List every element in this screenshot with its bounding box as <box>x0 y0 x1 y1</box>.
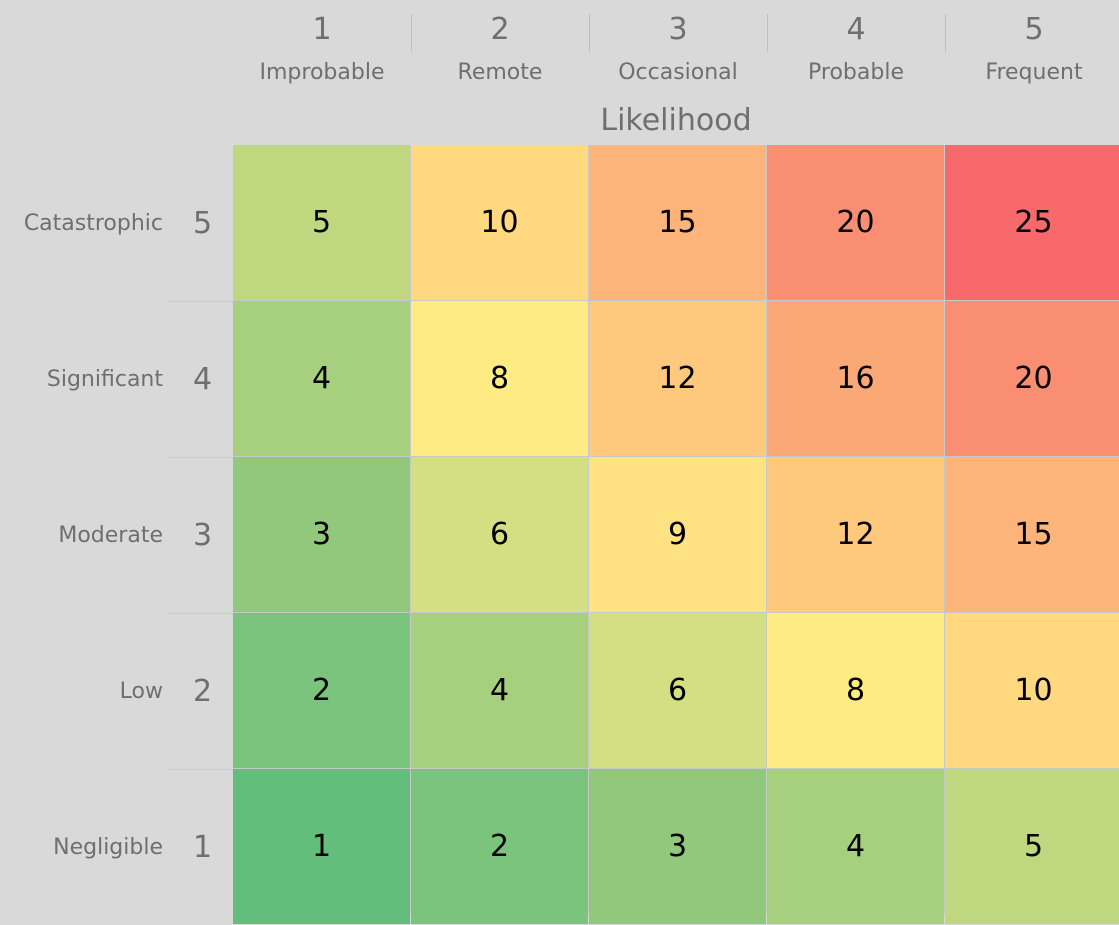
risk-cell: 10 <box>945 613 1119 768</box>
impact-level-2: Low 2 <box>0 613 233 769</box>
likelihood-level-label: Occasional <box>618 60 738 85</box>
risk-cell: 6 <box>589 613 766 768</box>
risk-cell: 2 <box>233 613 410 768</box>
likelihood-level-number: 2 <box>490 12 510 47</box>
risk-cell: 12 <box>767 457 944 612</box>
likelihood-level-1: 1 Improbable <box>233 0 411 100</box>
row-divider <box>168 457 234 458</box>
likelihood-level-number: 1 <box>312 12 332 47</box>
likelihood-level-4: 4 Probable <box>767 0 945 100</box>
likelihood-level-label: Probable <box>808 60 904 85</box>
risk-cell: 15 <box>945 457 1119 612</box>
risk-cell: 8 <box>411 301 588 456</box>
risk-cell: 3 <box>233 457 410 612</box>
impact-level-label: Negligible <box>53 834 163 860</box>
impact-level-label: Moderate <box>58 522 163 548</box>
impact-level-label: Catastrophic <box>23 210 163 236</box>
risk-matrix-grid: 5 10 15 20 25 4 8 12 16 20 3 6 9 12 15 2 4 6 8 10 1 2 3 4 5 <box>233 145 1119 924</box>
likelihood-axis-title: Likelihood <box>600 103 752 138</box>
risk-cell: 9 <box>589 457 766 612</box>
likelihood-level-label: Remote <box>457 60 543 85</box>
likelihood-level-label: Improbable <box>259 60 385 85</box>
risk-cell: 4 <box>767 769 944 924</box>
risk-cell: 15 <box>589 145 766 300</box>
impact-level-3: Moderate 3 <box>0 457 233 613</box>
impact-level-number: 4 <box>192 361 213 397</box>
impact-level-label: Significant <box>46 366 163 392</box>
column-divider <box>945 14 946 52</box>
likelihood-level-label: Frequent <box>985 60 1083 85</box>
likelihood-level-3: 3 Occasional <box>589 0 767 100</box>
risk-cell: 16 <box>767 301 944 456</box>
risk-cell: 8 <box>767 613 944 768</box>
row-divider <box>168 613 234 614</box>
impact-level-number: 1 <box>192 829 213 865</box>
impact-level-5: Catastrophic 5 <box>0 145 233 301</box>
risk-cell: 5 <box>945 769 1119 924</box>
impact-level-1: Negligible 1 <box>0 769 233 925</box>
risk-cell: 12 <box>589 301 766 456</box>
risk-cell: 20 <box>767 145 944 300</box>
likelihood-level-5: 5 Frequent <box>945 0 1119 100</box>
risk-cell: 4 <box>233 301 410 456</box>
impact-level-label: Low <box>119 678 163 704</box>
column-divider <box>589 14 590 52</box>
impact-level-number: 5 <box>192 205 213 241</box>
risk-cell: 10 <box>411 145 588 300</box>
risk-cell: 20 <box>945 301 1119 456</box>
impact-level-number: 2 <box>192 673 213 709</box>
impact-level-4: Significant 4 <box>0 301 233 457</box>
row-divider <box>168 769 234 770</box>
likelihood-level-2: 2 Remote <box>411 0 589 100</box>
row-divider <box>168 301 234 302</box>
risk-cell: 5 <box>233 145 410 300</box>
risk-cell: 1 <box>233 769 410 924</box>
likelihood-level-number: 4 <box>846 12 866 47</box>
risk-cell: 3 <box>589 769 766 924</box>
risk-cell: 6 <box>411 457 588 612</box>
risk-cell: 2 <box>411 769 588 924</box>
column-divider <box>411 14 412 52</box>
likelihood-level-number: 3 <box>668 12 688 47</box>
risk-cell: 4 <box>411 613 588 768</box>
likelihood-level-number: 5 <box>1024 12 1044 47</box>
risk-cell: 25 <box>945 145 1119 300</box>
column-divider <box>767 14 768 52</box>
impact-level-number: 3 <box>192 517 213 553</box>
